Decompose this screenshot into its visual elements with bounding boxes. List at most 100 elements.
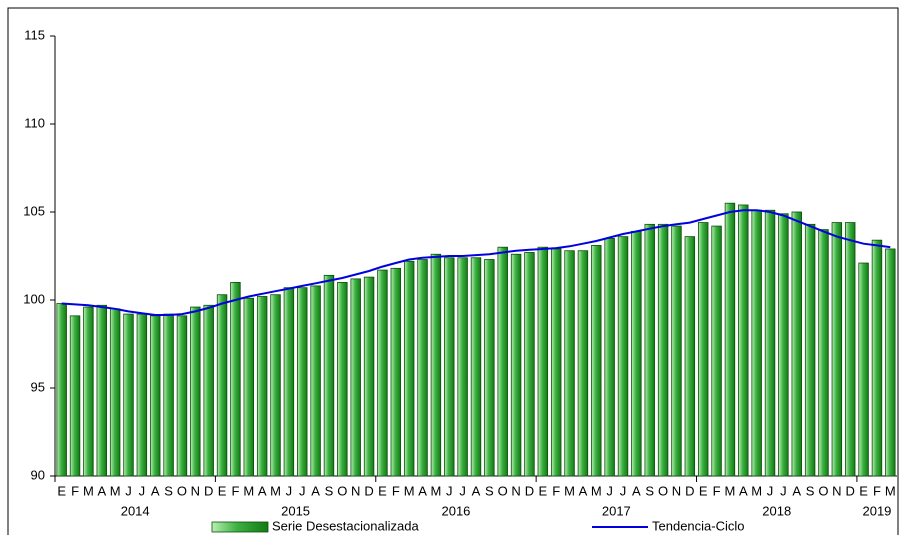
x-tick-label: M (404, 483, 415, 498)
x-tick-label: N (351, 483, 360, 498)
year-label: 2017 (602, 503, 631, 518)
x-tick-label: M (83, 483, 94, 498)
x-tick-label: J (446, 483, 453, 498)
bar (123, 313, 134, 477)
x-tick-label: F (392, 483, 400, 498)
bar (96, 304, 107, 477)
bar (831, 222, 843, 477)
bar (109, 308, 121, 477)
bar (190, 306, 201, 477)
bar (524, 252, 535, 477)
x-tick-label: J (286, 483, 293, 498)
bar (791, 211, 802, 477)
x-tick-label: O (658, 483, 668, 498)
x-tick-label: D (364, 483, 373, 498)
x-tick-label: M (243, 483, 254, 498)
x-tick-label: N (672, 483, 681, 498)
x-tick-label: O (498, 483, 508, 498)
x-tick-label: F (231, 483, 239, 498)
x-tick-label: A (739, 483, 748, 498)
bar (644, 223, 655, 477)
year-label: 2016 (441, 503, 470, 518)
bar (671, 225, 682, 477)
x-tick-label: A (97, 483, 106, 498)
bar (230, 281, 241, 477)
x-tick-label: J (780, 483, 787, 498)
x-tick-label: N (832, 483, 841, 498)
bar (297, 287, 308, 477)
x-tick-label: E (57, 483, 66, 498)
x-tick-label: D (525, 483, 534, 498)
y-tick-label: 95 (31, 379, 45, 394)
x-tick-label: E (699, 483, 708, 498)
bar (377, 269, 388, 477)
bar (711, 225, 722, 477)
bar (283, 287, 295, 477)
x-tick-label: M (751, 483, 762, 498)
bar (697, 222, 709, 477)
x-tick-label: E (538, 483, 547, 498)
bar (604, 237, 615, 477)
x-tick-label: D (846, 483, 855, 498)
x-tick-label: S (325, 483, 334, 498)
bar (510, 253, 522, 477)
x-tick-label: M (110, 483, 121, 498)
x-tick-label: E (859, 483, 868, 498)
bar (564, 250, 575, 477)
x-tick-label: F (552, 483, 560, 498)
bar (550, 248, 562, 477)
bar (310, 285, 321, 477)
x-tick-label: M (430, 483, 441, 498)
bar (56, 303, 67, 477)
x-tick-label: J (125, 483, 132, 498)
bar (577, 250, 589, 477)
bar (363, 276, 375, 477)
bar (69, 315, 81, 477)
bar (243, 297, 255, 477)
x-tick-label: J (459, 483, 466, 498)
bar (150, 315, 161, 477)
x-tick-label: A (579, 483, 588, 498)
bar (631, 230, 642, 477)
legend-label: Tendencia-Ciclo (652, 518, 745, 533)
x-tick-label: O (337, 483, 347, 498)
x-tick-label: A (418, 483, 427, 498)
bar (83, 306, 94, 477)
x-tick-label: J (620, 483, 627, 498)
y-tick-label: 100 (23, 291, 45, 306)
bar (270, 294, 281, 477)
x-tick-label: A (311, 483, 320, 498)
x-tick-label: D (685, 483, 694, 498)
bar (537, 246, 549, 477)
x-tick-label: O (177, 483, 187, 498)
x-tick-label: J (139, 483, 146, 498)
x-tick-label: S (806, 483, 815, 498)
bar (323, 274, 335, 477)
bar (350, 278, 361, 477)
x-tick-label: N (511, 483, 520, 498)
bar (657, 223, 669, 477)
x-tick-label: E (378, 483, 387, 498)
bar (430, 253, 442, 477)
bar (818, 229, 829, 477)
bar (444, 257, 455, 477)
x-tick-label: M (591, 483, 602, 498)
x-tick-label: D (204, 483, 213, 498)
bar (203, 304, 214, 477)
bar (778, 213, 789, 477)
bar (845, 222, 856, 477)
legend-swatch (211, 521, 269, 533)
x-tick-label: A (792, 483, 801, 498)
bar (804, 223, 816, 477)
x-tick-label: A (258, 483, 267, 498)
x-tick-label: M (270, 483, 281, 498)
x-tick-label: F (873, 483, 881, 498)
bar (136, 313, 148, 477)
year-label: 2019 (862, 503, 891, 518)
x-tick-label: M (564, 483, 575, 498)
x-tick-label: S (645, 483, 654, 498)
x-tick-label: A (472, 483, 481, 498)
bar (738, 204, 749, 477)
bar (871, 239, 883, 477)
